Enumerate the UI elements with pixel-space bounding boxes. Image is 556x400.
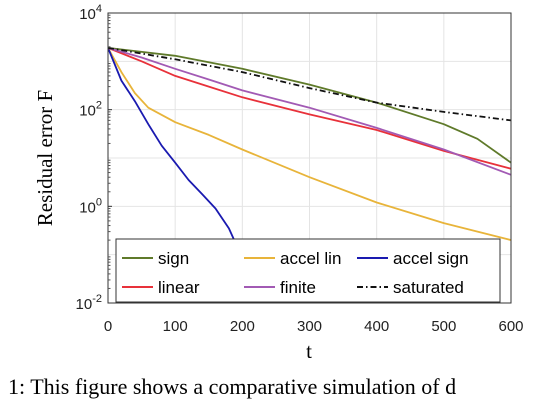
x-tick-label: 200	[230, 318, 255, 335]
x-tick-label: 0	[104, 318, 112, 335]
series-line-saturated	[108, 47, 511, 122]
x-tick-label: 600	[498, 318, 523, 335]
series-line-linear	[108, 47, 511, 170]
legend-label-accel-lin: accel lin	[280, 249, 341, 268]
figure-caption: 1: This figure shows a comparative simul…	[8, 374, 456, 399]
series-line-finite	[108, 47, 511, 176]
x-tick-label: 400	[364, 318, 389, 335]
y-axis-title: Residual error F	[33, 90, 57, 226]
legend-label-linear: linear	[158, 278, 200, 297]
legend-label-finite: finite	[280, 278, 316, 297]
legend-box	[115, 238, 501, 303]
x-tick-label: 100	[163, 318, 188, 335]
legend-label-sign: sign	[158, 249, 189, 268]
legend-label-accel-sign: accel sign	[393, 249, 469, 268]
legend: sign accel lin accel sign linear finite satur…	[115, 238, 501, 303]
y-tick-label: 104	[79, 3, 102, 23]
x-axis: 0 100 200 300 400 500 600	[104, 299, 524, 335]
y-tick-label: 100	[79, 196, 102, 216]
series-lines	[108, 47, 511, 303]
legend-label-saturated: saturated	[393, 278, 464, 297]
y-axis: 104 102 100 10-2	[76, 3, 112, 313]
y-tick-label: 102	[79, 100, 102, 120]
series-line-accel-lin	[108, 47, 511, 241]
series-line-sign	[108, 47, 511, 164]
x-tick-label: 500	[431, 318, 456, 335]
y-tick-label: 10-2	[76, 293, 102, 313]
x-axis-title: t	[306, 339, 312, 363]
x-tick-label: 300	[297, 318, 322, 335]
